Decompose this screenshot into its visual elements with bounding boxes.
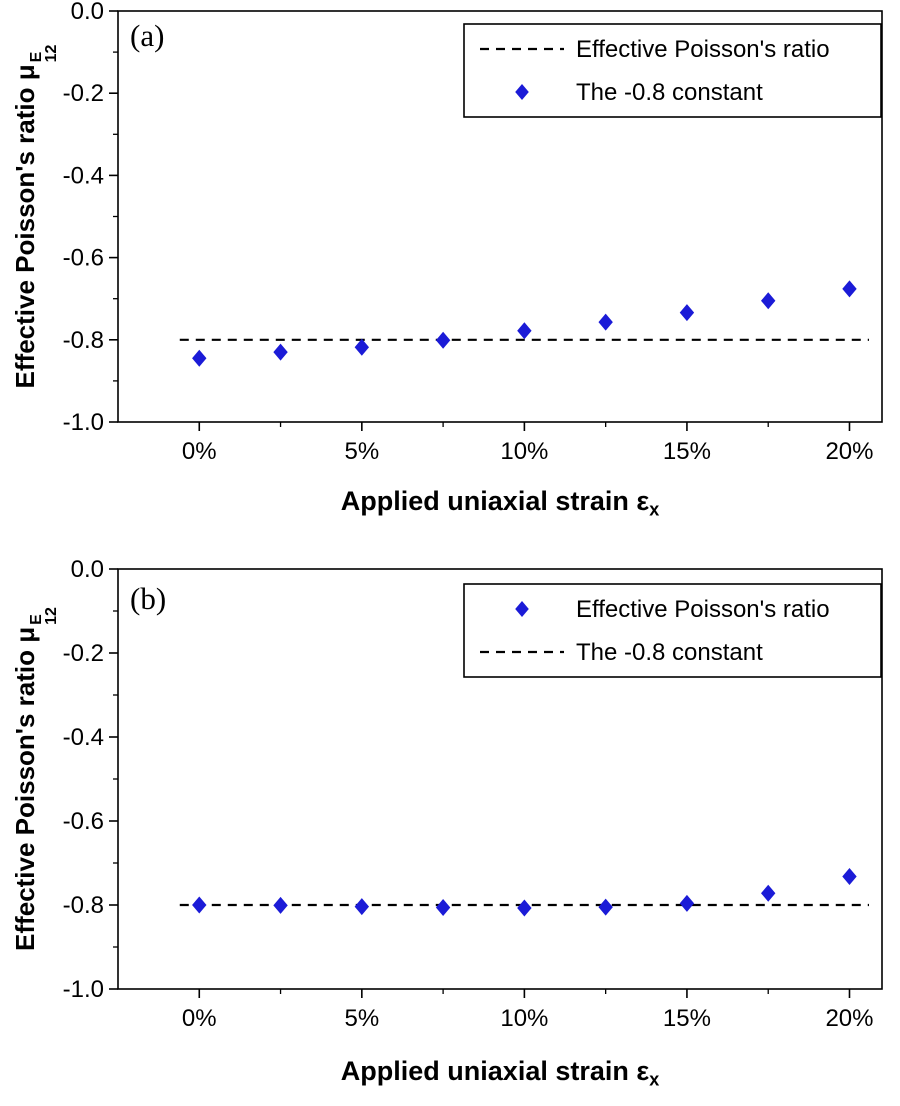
y-tick-label: -0.8	[63, 327, 104, 354]
y-tick-label: -0.4	[63, 162, 104, 189]
legend-label: The -0.8 constant	[576, 79, 763, 106]
y-tick-label: -0.6	[63, 808, 104, 835]
data-point-diamond	[192, 896, 207, 914]
data-point-diamond	[598, 313, 613, 331]
x-tick-label: 5%	[344, 438, 379, 465]
legend-box	[463, 23, 882, 118]
y-tick-label: -0.8	[63, 892, 104, 919]
y-axis-title-text: Effective Poisson's ratio μ	[10, 64, 40, 389]
panel-label-a: (a)	[130, 18, 165, 53]
y-tick-label: -0.2	[63, 640, 104, 667]
data-point-diamond	[354, 898, 370, 916]
y-axis-title-sub: 12	[42, 44, 60, 63]
x-axis-title: Applied uniaxial strain εx	[118, 1056, 882, 1090]
data-point-diamond	[354, 338, 370, 356]
data-point-diamond	[517, 899, 532, 917]
x-tick-label: 20%	[825, 438, 873, 465]
x-axis-title-text: Applied uniaxial strain ε	[340, 1056, 650, 1086]
data-point-diamond	[761, 884, 776, 902]
y-axis-title: Effective Poisson's ratio μ E 12	[10, 11, 60, 422]
x-tick-label: 10%	[500, 438, 548, 465]
y-axis-title-text: Effective Poisson's ratio μ	[10, 626, 40, 951]
data-point-diamond	[273, 896, 288, 914]
y-axis-title-supsub: E 12	[28, 607, 60, 625]
x-tick-label: 5%	[344, 1005, 379, 1032]
x-tick-label: 10%	[500, 1005, 548, 1032]
chart-panel-a: 0.0 -0.2 -0.4 -0.6 -0.8 -1.0 0% 5% 10% 15% 20% Effe…	[10, 0, 883, 520]
x-tick-label: 0%	[182, 1005, 217, 1032]
y-tick-label: -1.0	[63, 976, 104, 1003]
chart-svg-b: 0.0 -0.2 -0.4 -0.6 -0.8 -1.0 0% 5% 10% 15% 20% Effe…	[63, 556, 883, 1032]
y-tick-label: -0.4	[63, 724, 104, 751]
y-tick-label: 0.0	[71, 0, 104, 25]
panel-label-b: (b)	[130, 581, 167, 616]
legend-label: Effective Poisson's ratio	[576, 596, 830, 623]
y-tick-label: -0.6	[63, 245, 104, 272]
data-point-diamond	[192, 349, 207, 367]
y-axis-title-sub: 12	[42, 607, 60, 625]
data-point-diamond	[679, 894, 695, 912]
x-axis-title-sub: x	[649, 499, 660, 520]
x-tick-label: 0%	[182, 438, 217, 465]
legend-label: The -0.8 constant	[576, 639, 763, 666]
legend-diamond-marker	[515, 84, 529, 100]
data-point-diamond	[517, 322, 532, 340]
legend-label: Effective Poisson's ratio	[576, 36, 830, 63]
y-tick-label: -0.2	[63, 80, 104, 107]
data-point-diamond	[679, 304, 695, 322]
data-point-diamond	[842, 280, 857, 298]
data-point-diamond	[842, 867, 857, 885]
x-tick-label: 20%	[825, 1005, 873, 1032]
legend-diamond-marker	[515, 601, 529, 617]
chart-svg-a: 0.0 -0.2 -0.4 -0.6 -0.8 -1.0 0% 5% 10% 15% 20% Effe…	[63, 0, 883, 465]
legend-box	[463, 583, 882, 678]
y-tick-label: -1.0	[63, 409, 104, 436]
y-axis-title-supsub: E 12	[28, 44, 60, 63]
chart-panel-b: 0.0 -0.2 -0.4 -0.6 -0.8 -1.0 0% 5% 10% 15% 20% Effe…	[0, 553, 900, 1106]
x-axis-title-text: Applied uniaxial strain ε	[340, 486, 650, 516]
data-point-diamond	[273, 343, 288, 361]
data-point-diamond	[761, 292, 776, 310]
y-axis-title: Effective Poisson's ratio μ E 12	[10, 569, 60, 989]
data-point-diamond	[435, 331, 451, 349]
data-point-diamond	[435, 899, 451, 917]
x-axis-title: Applied uniaxial strain εx	[118, 486, 882, 520]
data-point-diamond	[598, 898, 613, 916]
x-axis-title-sub: x	[649, 1069, 660, 1090]
x-tick-label: 15%	[663, 438, 711, 465]
x-tick-label: 15%	[663, 1005, 711, 1032]
y-tick-label: 0.0	[71, 556, 104, 583]
